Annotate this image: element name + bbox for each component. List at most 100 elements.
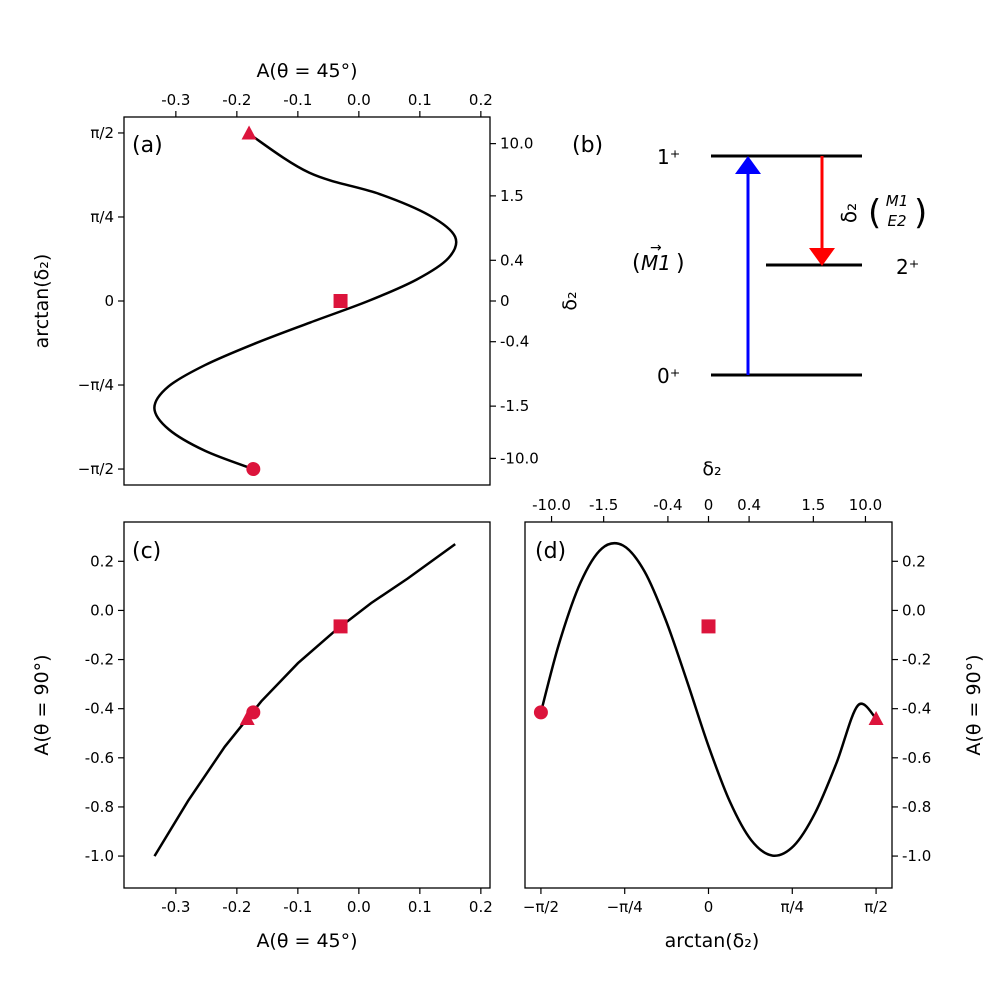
mixing-bottom: E2 — [887, 212, 906, 230]
panel-d-tick-label: -1.5 — [589, 496, 618, 514]
mixing-paren-open: ( — [868, 193, 881, 233]
panel-a-marker-square — [333, 294, 348, 308]
panel-a-right-ylabel: δ₂ — [559, 291, 581, 310]
panel-d-curve — [539, 541, 877, 857]
panel-c-xlabel: A(θ = 45°) — [256, 930, 357, 952]
panel-d-tick-label: −π/2 — [523, 898, 559, 916]
panel-c-tick-label: 0.0 — [90, 601, 114, 619]
panel-a-tick-label: -1.5 — [500, 397, 529, 415]
panel-a-marker-circle — [246, 462, 261, 477]
panel-d-frame — [524, 521, 893, 889]
panel-a-label: (a) — [132, 133, 163, 158]
panel-c-tick-label: -0.8 — [85, 798, 114, 816]
panel-c-tick-label: 0.2 — [469, 898, 493, 916]
m1-paren-open: ( — [632, 251, 641, 276]
panel-d-tick-label: 0 — [704, 496, 714, 514]
panel-c-tick-label: -0.4 — [85, 700, 114, 718]
panel-a-tick-label: 0.4 — [500, 251, 524, 269]
panel-a-marker-triangle — [241, 125, 257, 140]
panel-a-tick-label: -0.4 — [500, 333, 529, 351]
panel-c-label: (c) — [132, 539, 161, 564]
panel-a-top-ticks: -0.3 -0.2 -0.1 0.0 0.1 0.2 — [161, 91, 493, 117]
panel-a-markers — [241, 125, 348, 477]
panel-d-label: (d) — [535, 539, 566, 564]
panel-a-tick-label: 0.1 — [408, 91, 432, 109]
panel-a-tick-label: -0.1 — [283, 91, 312, 109]
panel-d-tick-label: π/4 — [780, 898, 804, 916]
panel-d-tick-label: -0.4 — [902, 700, 931, 718]
panel-a-right-ticks: 10.0 1.5 0.4 0 -0.4 -1.5 -10.0 — [490, 135, 539, 467]
panel-a-tick-label: 10.0 — [500, 135, 533, 153]
panel-d-tick-label: 10.0 — [849, 496, 882, 514]
panel-d-tick-label: -0.8 — [902, 798, 931, 816]
panel-d-top-xlabel: δ₂ — [702, 458, 721, 480]
panel-d-marker-square — [701, 619, 716, 634]
panel-c-marker-circle — [246, 705, 261, 720]
panel-d-tick-label: -0.6 — [902, 749, 931, 767]
panel-a-tick-label: −π/2 — [78, 460, 114, 478]
panel-d-tick-label: −π/4 — [607, 898, 643, 916]
panel-c-tick-label: -0.1 — [283, 898, 312, 916]
decay-arrow-head — [809, 248, 835, 266]
panel-d-marker-circle — [533, 705, 548, 720]
mixing-top: M1 — [886, 192, 909, 210]
panel-c-curve — [153, 543, 456, 857]
panel-a-tick-label: π/2 — [90, 124, 114, 142]
panel-c-tick-label: -1.0 — [85, 847, 114, 865]
panel-d: arctan(δ₂) δ₂ A(θ = 90°) (d) −π/2 −π/4 0 π/… — [523, 458, 985, 952]
level-0plus-label: 0⁺ — [657, 364, 680, 388]
m1-label: M1 — [641, 251, 671, 275]
panel-d-tick-label: 0.0 — [902, 601, 926, 619]
panel-c-tick-label: -0.2 — [222, 898, 251, 916]
panel-c-tick-label: -0.6 — [85, 749, 114, 767]
panel-c-tick-label: -0.2 — [85, 651, 114, 669]
m1-vector-arrow: → — [650, 240, 662, 256]
panel-a-tick-label: -0.2 — [222, 91, 251, 109]
panel-d-xlabel: arctan(δ₂) — [665, 930, 760, 952]
panel-c-tick-label: 0.1 — [408, 898, 432, 916]
panel-d-tick-label: -10.0 — [532, 496, 571, 514]
panel-d-tick-label: -0.2 — [902, 651, 931, 669]
excitation-arrow-head — [735, 156, 761, 174]
panel-c: A(θ = 45°) A(θ = 90°) (c) -0.3 -0.2 -0.1 0.… — [31, 521, 493, 952]
panel-c-marker-square — [333, 619, 348, 634]
panel-d-tick-label: 0.2 — [902, 552, 926, 570]
panel-c-x-ticks: -0.3 -0.2 -0.1 0.0 0.1 0.2 — [161, 888, 493, 916]
panel-d-x-ticks: −π/2 −π/4 0 π/4 π/2 — [523, 888, 888, 916]
panel-a-tick-label: 1.5 — [500, 187, 524, 205]
panel-a-tick-label: π/4 — [90, 208, 114, 226]
panel-c-frame — [123, 521, 491, 889]
panel-c-marker-triangle — [239, 711, 255, 726]
panel-d-markers — [533, 619, 884, 726]
panel-d-tick-label: π/2 — [864, 898, 888, 916]
panel-d-tick-label: 0.4 — [737, 496, 761, 514]
panel-a-tick-label: 0.2 — [469, 91, 493, 109]
panel-a-left-ticks: π/2 π/4 0 −π/4 −π/2 — [78, 124, 124, 478]
panel-d-top-ticks: -10.0 -1.5 -0.4 0 0.4 1.5 10.0 — [532, 496, 882, 522]
panel-d-marker-triangle — [868, 711, 884, 726]
delta-label: δ₂ — [837, 203, 861, 223]
level-1plus-label: 1⁺ — [657, 145, 680, 169]
panel-a-curve — [153, 131, 458, 471]
panel-a-tick-label: 0.0 — [347, 91, 371, 109]
panel-d-tick-label: 1.5 — [801, 496, 825, 514]
mixing-paren-close: ) — [914, 193, 927, 233]
level-2plus-label: 2⁺ — [896, 255, 919, 279]
panel-c-tick-label: -0.3 — [161, 898, 190, 916]
panel-b-label: (b) — [572, 133, 603, 158]
panel-d-right-ylabel: A(θ = 90°) — [963, 654, 985, 755]
panel-d-tick-label: -0.4 — [653, 496, 682, 514]
panel-a-tick-label: 0 — [500, 292, 510, 310]
panel-c-ylabel: A(θ = 90°) — [31, 654, 53, 755]
panel-a-top-xlabel: A(θ = 45°) — [256, 60, 357, 82]
panel-a: A(θ = 45°) arctan(δ₂) δ₂ (a) -0.3 -0.2 -0.… — [31, 60, 581, 486]
panel-a-left-ylabel: arctan(δ₂) — [31, 254, 53, 349]
panel-d-tick-label: -1.0 — [902, 847, 931, 865]
panel-a-tick-label: -0.3 — [161, 91, 190, 109]
panel-a-tick-label: -10.0 — [500, 449, 539, 467]
panel-c-tick-label: 0.2 — [90, 552, 114, 570]
panel-d-right-ticks: 0.2 0.0 -0.2 -0.4 -0.6 -0.8 -1.0 — [892, 552, 931, 865]
panel-d-tick-label: 0 — [704, 898, 714, 916]
panel-a-tick-label: −π/4 — [78, 376, 114, 394]
